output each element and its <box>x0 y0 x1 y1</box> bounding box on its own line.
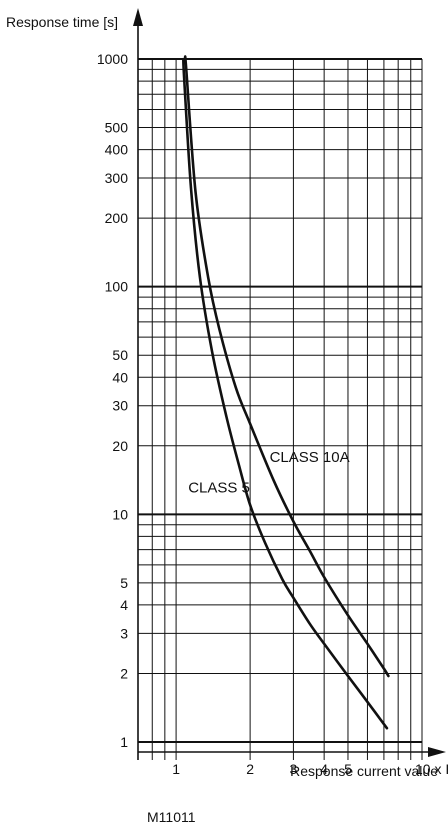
y-tick-label: 500 <box>105 120 129 136</box>
y-tick-label: 400 <box>105 142 129 158</box>
y-tick-label: 1000 <box>97 51 128 67</box>
y-axis-title: Response time [s] <box>6 14 118 30</box>
x-tick-label: 10 x Ie <box>415 761 448 777</box>
x-tick-label: 4 <box>320 761 328 777</box>
y-tick-label: 50 <box>112 347 128 363</box>
curves: CLASS 10A CLASS 5 <box>182 55 390 730</box>
curve-class-10a <box>183 55 390 678</box>
x-axis-arrow <box>428 747 446 757</box>
x-axis-title: Response current value <box>290 763 438 779</box>
y-tick-label: 100 <box>105 279 129 295</box>
y-tick-label: 5 <box>120 575 128 591</box>
x-tick-label: 3 <box>290 761 298 777</box>
curve-label-class-10a: CLASS 10A <box>270 449 350 466</box>
y-tick-label: 3 <box>120 625 128 641</box>
y-tick-label: 200 <box>105 210 129 226</box>
y-tick-label: 4 <box>120 597 128 613</box>
y-axis-arrow <box>133 8 143 26</box>
grid <box>138 58 423 760</box>
figure-code: M11011 <box>147 809 196 825</box>
curve-label-class-5: CLASS 5 <box>188 479 250 496</box>
y-tick-label: 1 <box>120 734 128 750</box>
y-tick-label: 10 <box>112 506 128 522</box>
y-tick-label: 40 <box>112 369 128 385</box>
y-tick-label: 20 <box>112 438 128 454</box>
x-tick-label: 2 <box>246 761 254 777</box>
y-tick-label: 300 <box>105 170 129 186</box>
x-tick-label: 1 <box>172 761 180 777</box>
y-tick-label: 2 <box>120 665 128 681</box>
y-tick-label: 30 <box>112 398 128 414</box>
axes <box>133 8 446 760</box>
x-tick-label: 5 <box>344 761 352 777</box>
curve-class-5 <box>182 57 389 730</box>
